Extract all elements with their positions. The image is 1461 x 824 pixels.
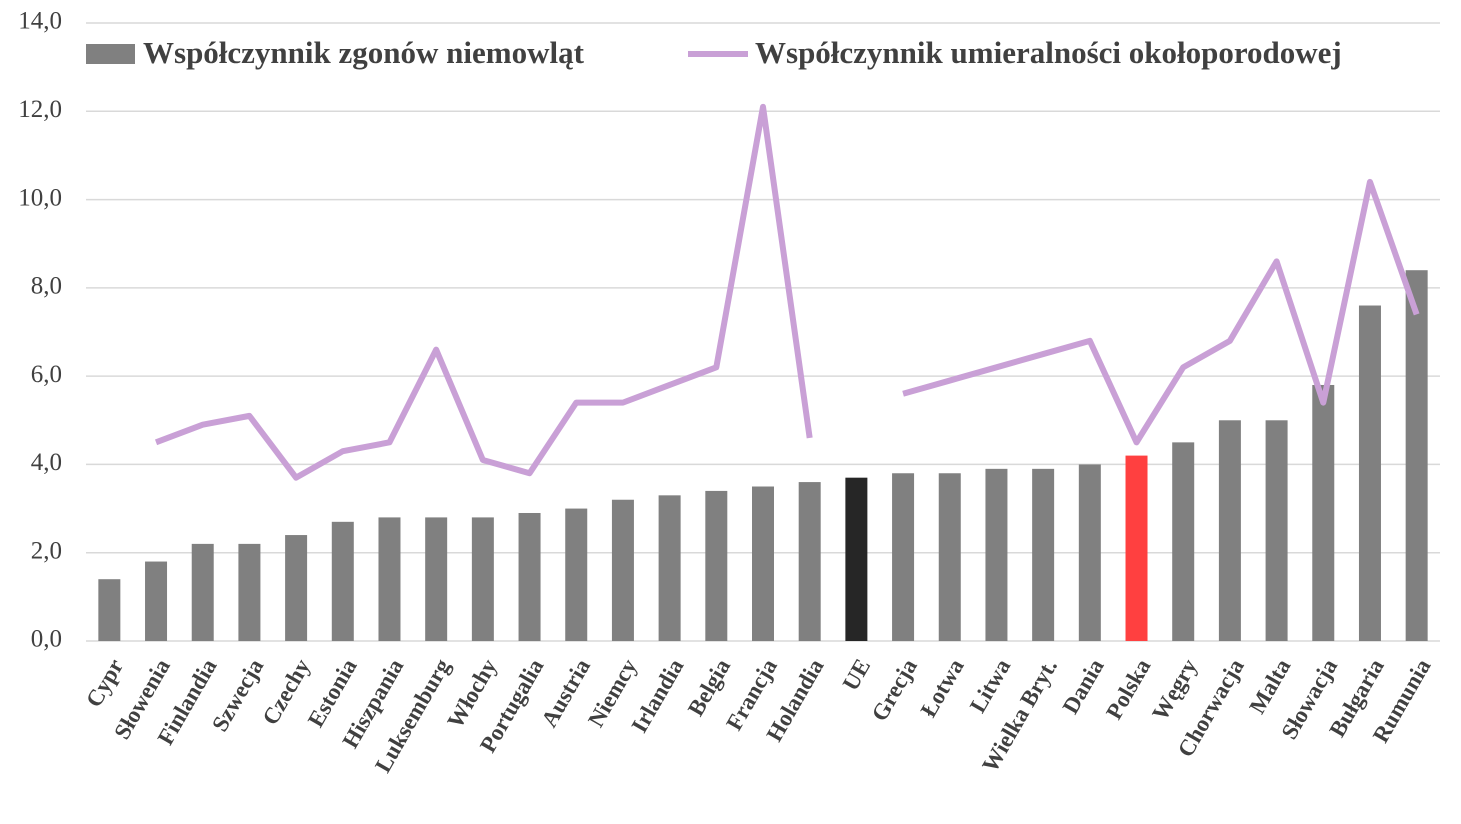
bar <box>705 490 728 641</box>
y-tick-label: 0,0 <box>31 626 62 653</box>
bar <box>471 517 494 641</box>
bar <box>331 521 354 641</box>
bar <box>798 482 821 641</box>
bar <box>98 579 121 641</box>
x-tick-label: Malta <box>1244 654 1295 718</box>
bar <box>845 477 868 641</box>
y-tick-label: 10,0 <box>18 184 62 211</box>
bar <box>1078 464 1101 641</box>
bar <box>985 468 1008 641</box>
y-tick-label: 4,0 <box>31 449 62 476</box>
bar <box>658 495 681 641</box>
bar <box>892 473 915 641</box>
bar <box>378 517 401 641</box>
legend-label: Współczynnik zgonów niemowląt <box>143 35 585 70</box>
bar <box>752 486 774 641</box>
bar <box>191 543 214 641</box>
y-tick-label: 6,0 <box>31 361 62 388</box>
bar <box>1265 420 1288 641</box>
bar <box>1312 384 1335 641</box>
legend-swatch <box>86 44 135 64</box>
bar <box>1032 468 1055 641</box>
bar <box>425 517 448 641</box>
x-tick-label: Dania <box>1058 654 1109 718</box>
x-tick-label: Litwa <box>965 654 1016 717</box>
bar <box>285 535 308 641</box>
bar <box>145 561 168 641</box>
y-tick-label: 8,0 <box>31 273 62 300</box>
bar <box>1218 420 1241 641</box>
bar <box>1405 270 1428 641</box>
bar <box>938 473 961 641</box>
bar <box>238 543 261 641</box>
y-tick-label: 12,0 <box>18 96 62 123</box>
bar <box>1125 455 1148 641</box>
x-tick-label: Cypr <box>81 655 128 712</box>
bar <box>1172 442 1195 641</box>
x-tick-label: Grecja <box>867 654 923 725</box>
bar <box>611 499 634 641</box>
x-tick-label: UE <box>838 655 876 695</box>
bar <box>518 512 541 641</box>
legend-label: Współczynnik umieralności okołoporodowej <box>755 35 1342 70</box>
y-tick-label: 14,0 <box>18 8 62 35</box>
bar <box>1358 305 1381 641</box>
x-tick-label: Łotwa <box>916 654 969 721</box>
y-tick-label: 2,0 <box>31 537 62 564</box>
line <box>154 103 1420 481</box>
bar <box>565 508 588 641</box>
